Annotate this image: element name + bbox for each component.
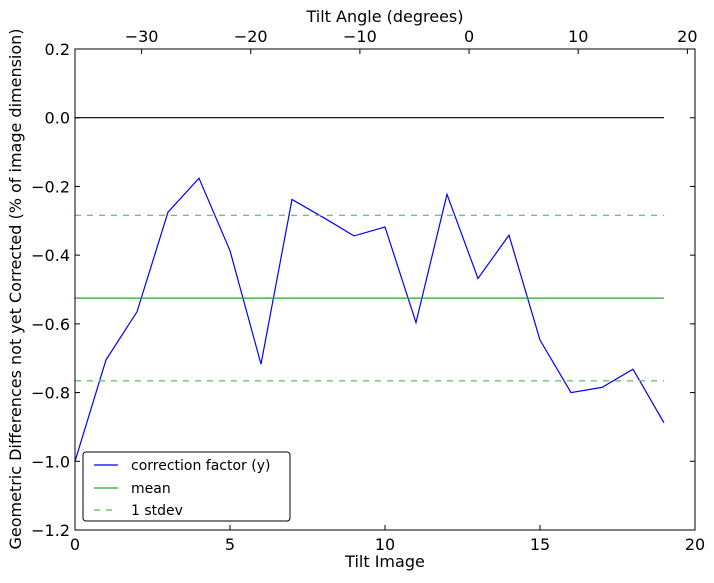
x-tick-label: 15 <box>530 535 550 554</box>
top-x-tick-label: −10 <box>343 27 377 46</box>
y-axis-label: Geometric Differences not yet Corrected … <box>6 28 25 549</box>
x-tick-label: 0 <box>70 535 80 554</box>
top-x-tick-label: −20 <box>234 27 268 46</box>
series-layer <box>74 117 665 462</box>
y-tick-label: −0.6 <box>31 315 70 334</box>
x-tick-label: 10 <box>375 535 395 554</box>
x-tick-label: 20 <box>685 535 705 554</box>
y-tick-label: 0.2 <box>45 40 70 59</box>
legend-label-correction: correction factor (y) <box>131 458 270 474</box>
y-tick-label: −1.0 <box>31 452 70 471</box>
legend: correction factor (y) mean 1 stdev <box>82 451 291 522</box>
top-x-tick-label: 10 <box>568 27 588 46</box>
x-tick-label: 5 <box>225 535 235 554</box>
y-tick-label: −0.4 <box>31 246 70 265</box>
x-axis-label: Tilt Image <box>344 552 425 571</box>
top-x-axis-label: Tilt Angle (degrees) <box>305 7 463 26</box>
top-x-tick-label: 0 <box>464 27 474 46</box>
top-x-tick-label: 20 <box>677 27 697 46</box>
legend-label-mean: mean <box>131 481 171 497</box>
y-tick-label: −0.2 <box>31 177 70 196</box>
ticks-layer: 0 5 10 15 20 0.2 0.0 −0.2 −0.4 −0.6 −0.8 −1.0 −1.2 −3… <box>31 27 705 554</box>
y-tick-label: −0.8 <box>31 384 70 403</box>
top-x-tick-label: −30 <box>125 27 159 46</box>
y-tick-label: −1.2 <box>31 521 70 540</box>
legend-box <box>82 451 291 522</box>
y-tick-label: 0.0 <box>45 109 70 128</box>
legend-label-stdev: 1 stdev <box>131 503 183 519</box>
series-correction-factor-y- <box>74 177 665 462</box>
